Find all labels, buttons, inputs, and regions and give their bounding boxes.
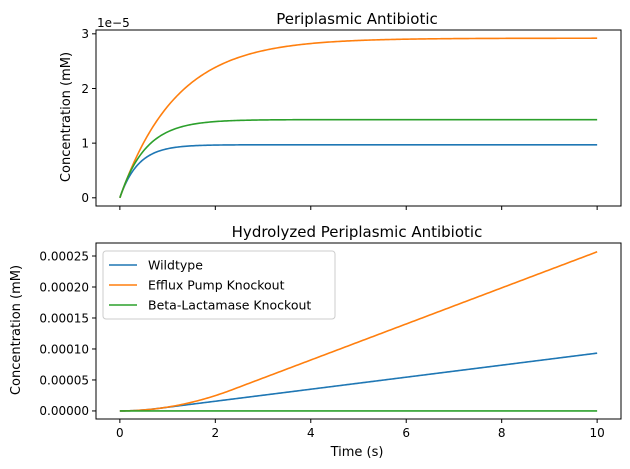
- bottom-x-tick-label: 6: [402, 426, 410, 440]
- top-series-line-2: [119, 37, 598, 199]
- top-series-line-1: [119, 143, 598, 199]
- bottom-y-tick-label: 0.00015: [39, 311, 89, 325]
- top-y-tick-label: 1: [81, 136, 89, 150]
- bottom-x-tick-label: 0: [116, 426, 124, 440]
- bottom-y-tick-label: 0.00020: [39, 280, 89, 294]
- top-y-tick-label: 2: [81, 82, 89, 96]
- bottom-x-ticks: 0 2 4 6 8 10: [116, 419, 605, 440]
- legend-label-wildtype: Wildtype: [148, 258, 203, 273]
- top-y-tick-label: 0: [81, 191, 89, 205]
- legend-box: [102, 250, 336, 320]
- top-y-ticks: 0 1 2 3: [81, 27, 96, 205]
- bottom-x-tick-label: 2: [211, 426, 219, 440]
- bottom-y-tick-label: 0.00025: [39, 249, 89, 263]
- bottom-series-line-wildtype: [119, 352, 598, 412]
- bottom-y-ticks: 0.00000 0.00005 0.00010 0.00015 0.00020 0.000…: [39, 249, 96, 418]
- top-y-offset-text: 1e−5: [97, 16, 130, 30]
- bottom-x-tick-label: 8: [498, 426, 506, 440]
- top-plot-frame: [95, 29, 622, 207]
- bottom-y-tick-label: 0.00005: [39, 373, 89, 387]
- top-title: Periplasmic Antibiotic: [276, 10, 438, 28]
- bottom-subplot: Hydrolyzed Periplasmic Antibiotic Concen…: [9, 223, 622, 460]
- top-series-line-3: [119, 118, 598, 199]
- legend: Wildtype Efflux Pump Knockout Beta-Lacta…: [102, 250, 336, 320]
- top-subplot: Periplasmic Antibiotic 1e−5 Concentratio…: [59, 10, 622, 210]
- bottom-plot-frame: [95, 242, 622, 420]
- bottom-series-line-efflux-pump-knockout: [119, 251, 598, 412]
- legend-label-efflux-pump-knockout: Efflux Pump Knockout: [148, 278, 285, 293]
- top-x-ticks: [119, 206, 598, 210]
- bottom-y-axis-label: Concentration (mM): [9, 265, 24, 395]
- bottom-y-tick-label: 0.00010: [39, 342, 89, 356]
- bottom-x-tick-label: 10: [589, 426, 604, 440]
- bottom-series-group: [119, 251, 598, 412]
- legend-label-beta-lactamase-knockout: Beta-Lactamase Knockout: [148, 298, 311, 313]
- top-y-tick-label: 3: [81, 27, 89, 41]
- top-y-axis-label: Concentration (mM): [59, 52, 74, 182]
- bottom-x-axis-label: Time (s): [330, 445, 384, 460]
- top-series-group: [119, 37, 598, 199]
- bottom-title: Hydrolyzed Periplasmic Antibiotic: [232, 223, 483, 241]
- bottom-y-tick-label: 0.00000: [39, 404, 89, 418]
- bottom-x-tick-label: 4: [307, 426, 315, 440]
